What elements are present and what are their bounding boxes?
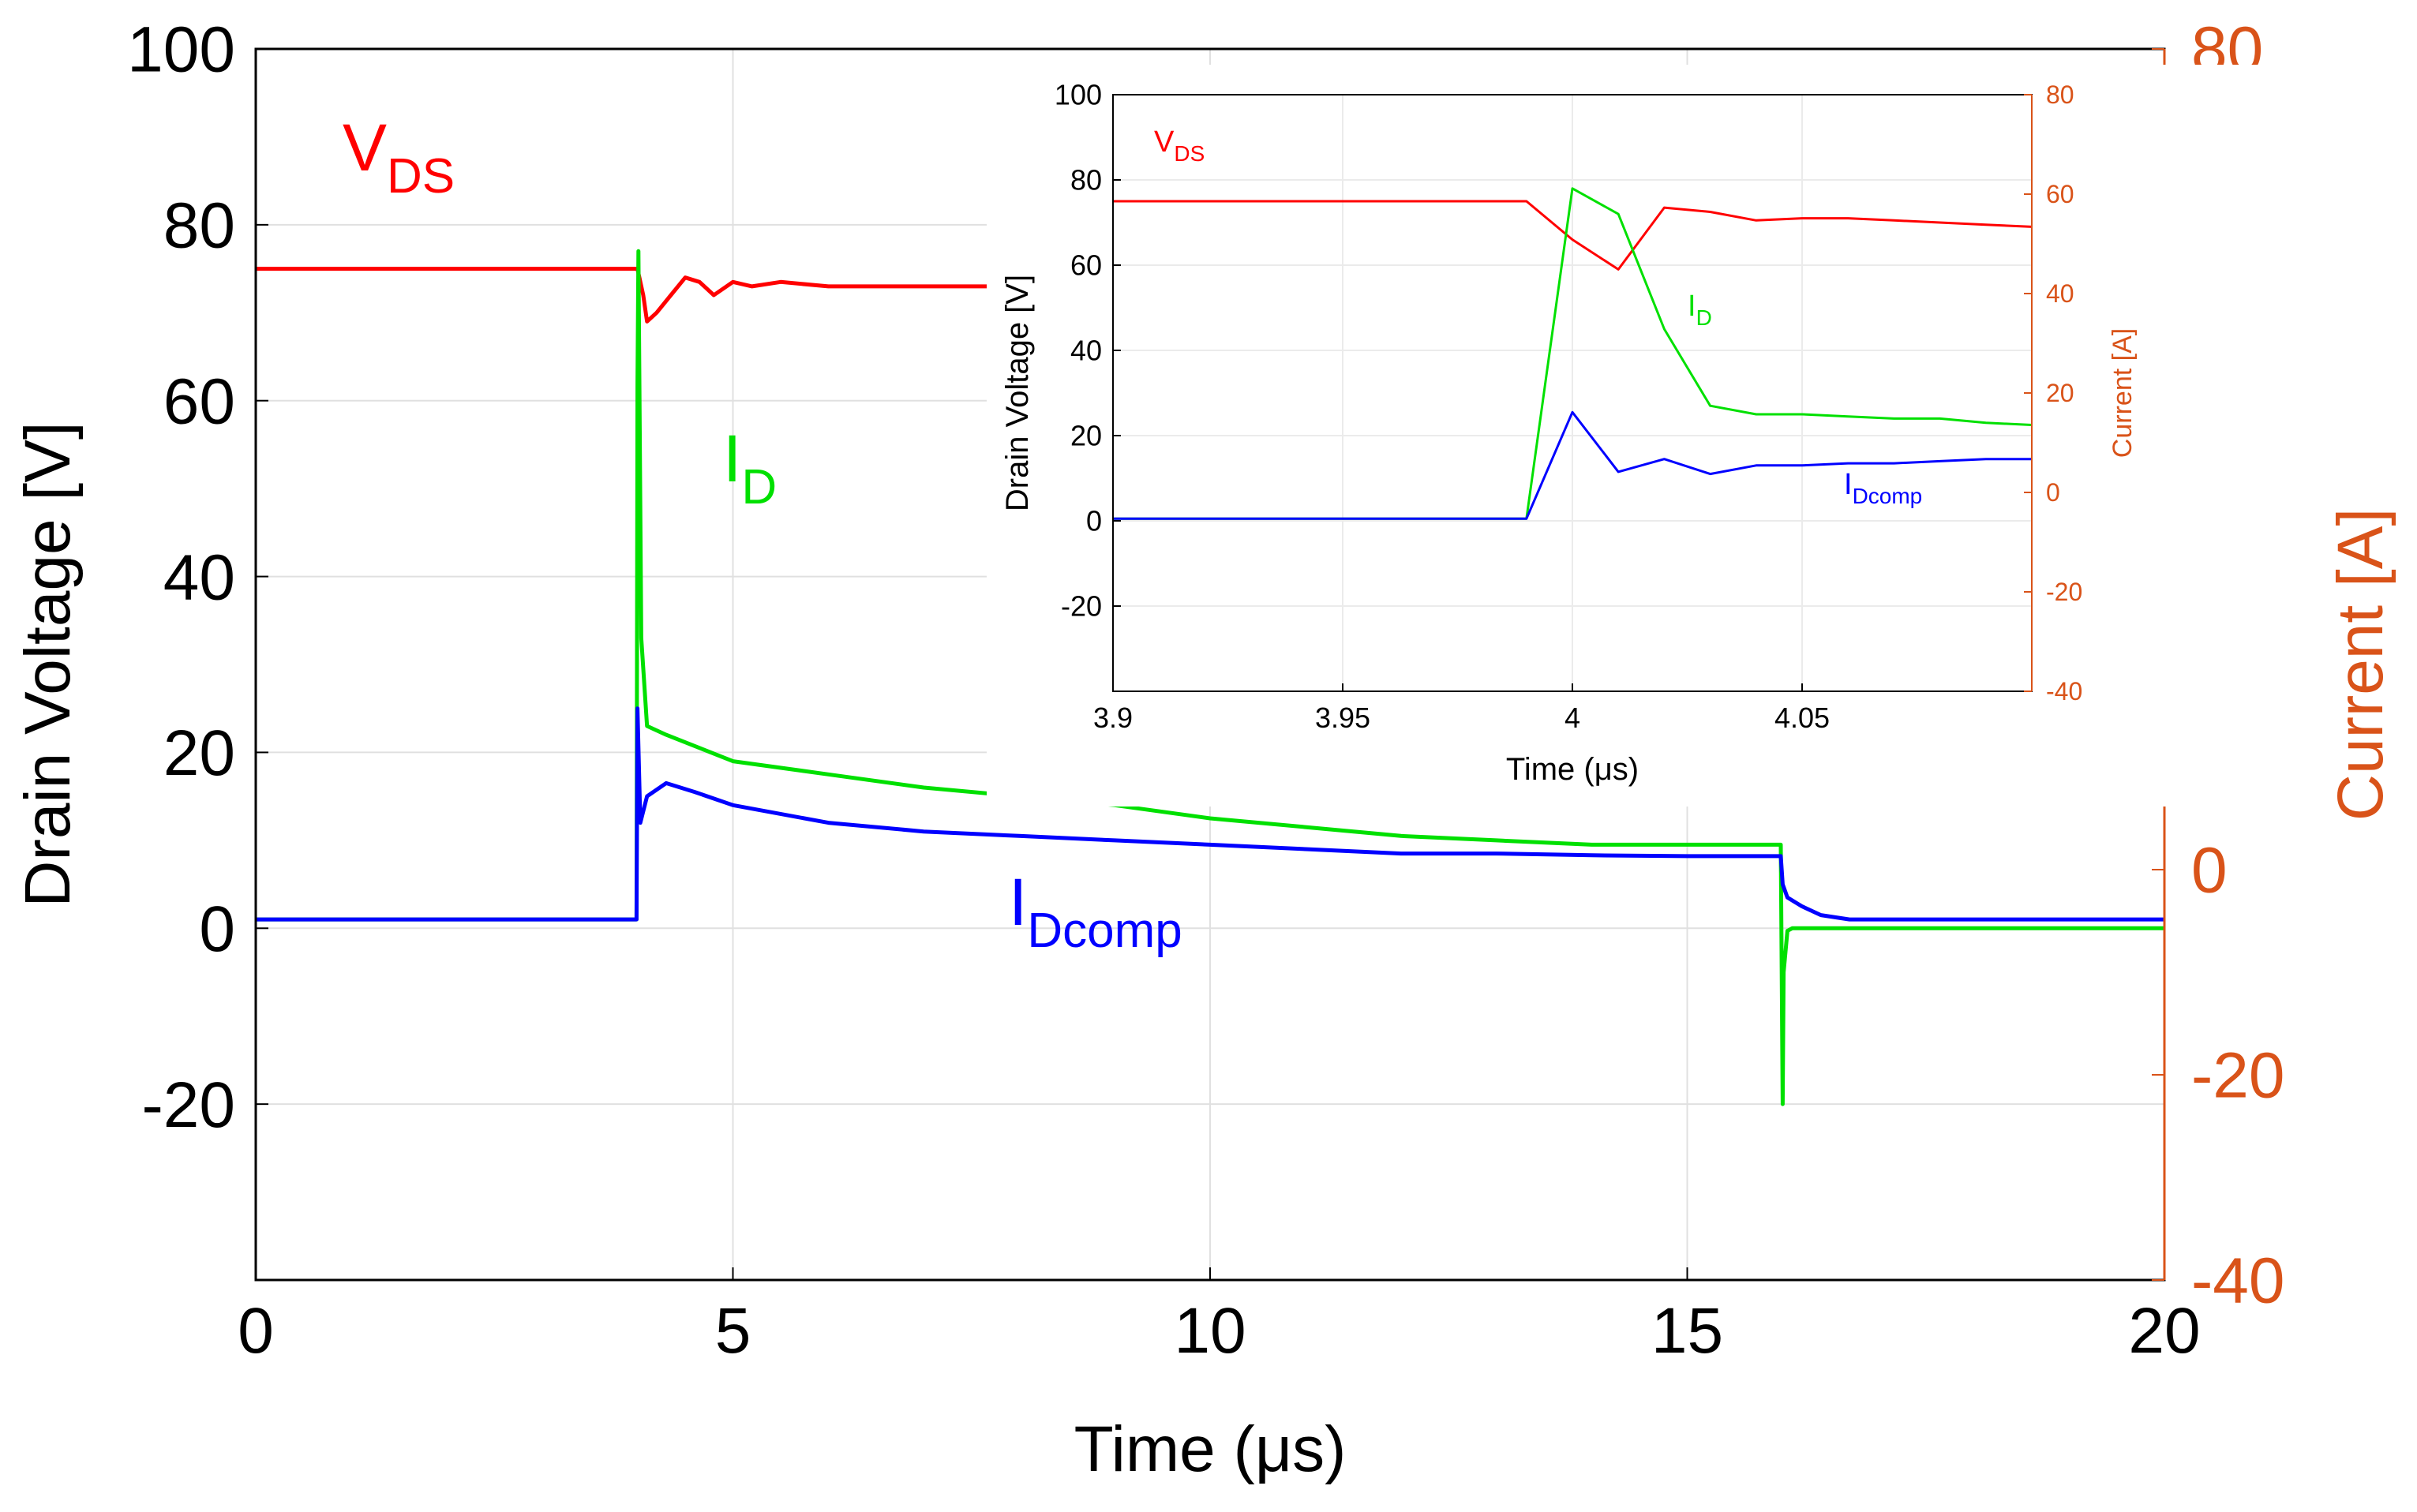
main-label-idcomp: IDcomp <box>1009 865 1182 958</box>
m-y-tick-label: 0 <box>199 893 235 965</box>
i-y-tick-label: 20 <box>1070 420 1102 452</box>
i-y2-tick-label: 80 <box>2046 80 2074 109</box>
i-y2-tick-label: -20 <box>2046 578 2082 606</box>
inset-label-id: ID <box>1688 290 1712 330</box>
m-y-tick-label: 100 <box>127 14 235 86</box>
main-x-axis: 0 5 10 15 20 <box>238 1267 2201 1367</box>
m-x-tick-label: 20 <box>2128 1295 2200 1367</box>
m-y-tick-label: 80 <box>163 190 235 262</box>
i-x-tick-label: 4.05 <box>1774 702 1830 734</box>
main-y-axis-label: Drain Voltage [V] <box>12 421 84 907</box>
m-x-tick-label: 0 <box>238 1295 274 1367</box>
main-y2-axis-label: Current [A] <box>2325 508 2396 821</box>
m-y-tick-label: 40 <box>163 541 235 613</box>
m-x-tick-label: 10 <box>1174 1295 1246 1367</box>
inset-y-axis-right: -40 -20 0 20 40 60 80 <box>2024 80 2082 705</box>
m-y-tick-label: 20 <box>163 717 235 789</box>
i-series-idcomp <box>1113 410 2032 520</box>
inset-y-axis-left: -20 0 20 40 60 80 100 <box>1055 79 1121 623</box>
inset-gridlines <box>1112 95 2032 691</box>
i-y-tick-label: 80 <box>1070 164 1102 196</box>
i-x-tick-label: 4 <box>1564 702 1580 734</box>
i-y-tick-label: 40 <box>1070 335 1102 367</box>
m-y2-tick-label: -40 <box>2191 1245 2285 1317</box>
i-y-tick-label: 0 <box>1086 505 1102 537</box>
i-y2-tick-label: 60 <box>2046 180 2074 208</box>
main-label-id: ID <box>723 421 777 515</box>
inset-x-axis-label: Time (μs) <box>1506 752 1639 787</box>
i-y2-tick-label: 40 <box>2046 279 2074 308</box>
i-x-tick-label: 3.9 <box>1093 702 1133 734</box>
m-x-tick-label: 5 <box>715 1295 751 1367</box>
inset-x-axis: 3.9 3.95 4 4.05 <box>1093 683 1830 734</box>
i-y-tick-label: 100 <box>1055 79 1102 111</box>
i-y2-tick-label: 20 <box>2046 379 2074 407</box>
m-y2-tick-label: 0 <box>2191 835 2228 907</box>
main-x-axis-label: Time (μs) <box>1074 1413 1347 1485</box>
i-y2-tick-label: 0 <box>2046 478 2060 507</box>
inset-label-idcomp: IDcomp <box>1844 468 1922 508</box>
m-y-tick-label: -20 <box>141 1069 235 1141</box>
inset-y2-axis-label: Current [A] <box>2108 328 2138 458</box>
i-series-vds <box>1113 200 2033 271</box>
main-label-vds: VDS <box>343 110 455 204</box>
m-series-id <box>256 249 2164 1106</box>
i-series-id <box>1113 187 2033 520</box>
m-y-tick-label: 60 <box>163 365 235 437</box>
inset-series <box>1113 187 2033 520</box>
m-y2-tick-label: -20 <box>2191 1040 2285 1112</box>
main-y-axis-left: -20 0 20 40 60 80 100 <box>127 14 268 1141</box>
m-series-idcomp <box>256 706 2164 922</box>
i-y-tick-label: 60 <box>1070 249 1102 282</box>
inset-chart: 3.9 3.95 4 4.05 -20 0 20 40 60 80 100 -40 -20 0 20 40… <box>987 65 2313 807</box>
i-y-tick-label: -20 <box>1061 590 1102 623</box>
i-y2-tick-label: -40 <box>2046 677 2082 705</box>
m-x-tick-label: 15 <box>1651 1295 1723 1367</box>
i-x-tick-label: 3.95 <box>1315 702 1370 734</box>
inset-y-axis-label: Drain Voltage [V] <box>1000 275 1035 511</box>
inset-label-vds: VDS <box>1154 125 1205 166</box>
